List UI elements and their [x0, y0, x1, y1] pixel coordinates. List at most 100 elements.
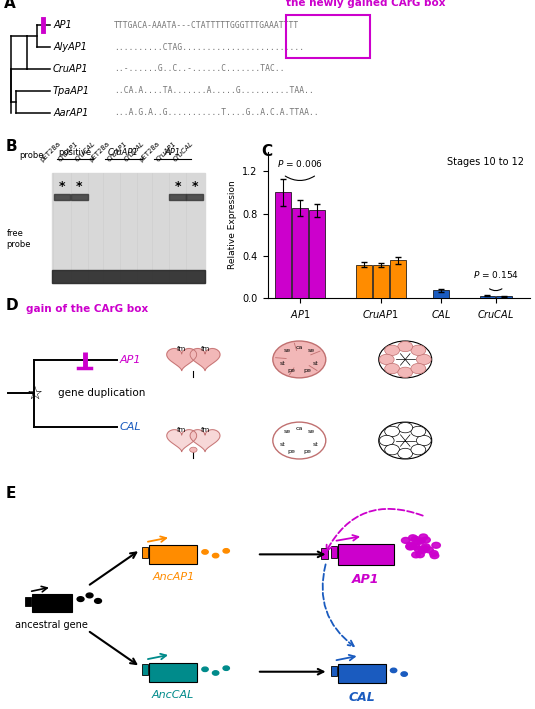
- Circle shape: [379, 341, 432, 378]
- Text: pe: pe: [287, 368, 295, 373]
- Text: CruAP1: CruAP1: [108, 148, 139, 157]
- Text: pe: pe: [287, 449, 295, 454]
- Text: gain of the CArG box: gain of the CArG box: [26, 303, 149, 313]
- Circle shape: [414, 546, 423, 552]
- Text: B: B: [5, 139, 17, 154]
- Circle shape: [411, 445, 426, 455]
- Text: pET28a: pET28a: [137, 140, 160, 162]
- Circle shape: [421, 546, 430, 552]
- Text: TTTGACA-AAATA---CTATTTTTGGGTTTGAAATTTT: TTTGACA-AAATA---CTATTTTTGGGTTTGAAATTTT: [114, 21, 299, 30]
- Circle shape: [398, 367, 412, 377]
- Circle shape: [430, 551, 438, 557]
- Text: st: st: [280, 442, 286, 447]
- Text: CruAP1: CruAP1: [155, 140, 178, 162]
- Text: E: E: [5, 486, 16, 501]
- Bar: [331, 546, 337, 558]
- Text: CruAP1: CruAP1: [53, 64, 89, 74]
- Text: se: se: [284, 348, 291, 353]
- Text: pe: pe: [303, 368, 311, 373]
- Text: gene duplication: gene duplication: [58, 389, 146, 398]
- Text: fm: fm: [201, 346, 210, 352]
- Text: ..CA.A....TA.......A.....G..........TAA..: ..CA.A....TA.......A.....G..........TAA.…: [114, 86, 314, 95]
- Text: AP1: AP1: [165, 148, 181, 157]
- Text: CruAP1: CruAP1: [57, 140, 79, 162]
- Text: Stages 10 to 12: Stages 10 to 12: [447, 157, 524, 167]
- Circle shape: [401, 537, 410, 543]
- Text: free
probe: free probe: [6, 229, 31, 249]
- Text: fm: fm: [177, 428, 186, 433]
- Text: pET28a: pET28a: [39, 140, 62, 162]
- Circle shape: [411, 345, 426, 355]
- Text: ca: ca: [296, 426, 303, 431]
- Circle shape: [95, 598, 102, 603]
- Text: fm: fm: [201, 428, 210, 433]
- Circle shape: [416, 552, 424, 558]
- Text: positive: positive: [58, 148, 91, 157]
- Circle shape: [418, 547, 427, 554]
- Circle shape: [190, 447, 197, 452]
- Circle shape: [223, 549, 230, 553]
- Bar: [338, 664, 386, 683]
- Circle shape: [422, 537, 430, 543]
- Circle shape: [406, 543, 414, 549]
- Circle shape: [407, 542, 415, 548]
- Text: fm: fm: [177, 346, 186, 352]
- Circle shape: [417, 538, 425, 544]
- Text: CruCAL: CruCAL: [172, 140, 195, 162]
- Bar: [71, 194, 88, 201]
- Text: st: st: [313, 442, 319, 447]
- Bar: [373, 265, 388, 298]
- Circle shape: [385, 364, 400, 374]
- Polygon shape: [167, 349, 197, 371]
- Text: AP1: AP1: [352, 574, 379, 586]
- Polygon shape: [190, 349, 220, 371]
- Text: A: A: [4, 0, 16, 11]
- Text: ..-......G..C..-......C.......TAC..: ..-......G..C..-......C.......TAC..: [114, 65, 285, 74]
- Circle shape: [202, 667, 208, 671]
- Text: AP1: AP1: [119, 355, 141, 365]
- Text: CruAP1: CruAP1: [106, 140, 128, 162]
- Circle shape: [385, 426, 400, 437]
- Circle shape: [422, 544, 430, 549]
- Text: $P$ = 0.006: $P$ = 0.006: [277, 158, 323, 169]
- Text: pe: pe: [303, 449, 311, 454]
- Circle shape: [385, 445, 400, 455]
- Text: C: C: [261, 144, 272, 159]
- Text: *: *: [192, 180, 198, 193]
- Text: se: se: [284, 430, 291, 435]
- Text: CAL: CAL: [348, 691, 375, 704]
- Text: TpaAP1: TpaAP1: [53, 86, 90, 96]
- Text: *: *: [76, 180, 82, 193]
- Polygon shape: [190, 430, 220, 452]
- Circle shape: [273, 422, 326, 459]
- Text: AarAP1: AarAP1: [53, 108, 88, 118]
- Circle shape: [411, 364, 426, 374]
- Circle shape: [414, 539, 422, 545]
- Circle shape: [408, 543, 416, 549]
- Bar: [479, 296, 495, 298]
- Circle shape: [432, 542, 440, 548]
- Polygon shape: [167, 430, 197, 452]
- Circle shape: [223, 666, 230, 671]
- Bar: [52, 270, 205, 283]
- Circle shape: [212, 671, 219, 675]
- Circle shape: [430, 553, 439, 559]
- Bar: [292, 208, 308, 298]
- Bar: [142, 664, 148, 675]
- Bar: [286, 15, 370, 57]
- Circle shape: [425, 547, 433, 553]
- Bar: [356, 264, 372, 298]
- Circle shape: [398, 341, 412, 352]
- Circle shape: [202, 549, 208, 554]
- Circle shape: [411, 426, 426, 437]
- Circle shape: [86, 593, 93, 598]
- Text: *: *: [59, 180, 65, 193]
- Circle shape: [411, 544, 420, 549]
- Bar: [390, 260, 406, 298]
- Circle shape: [398, 423, 412, 432]
- Circle shape: [77, 597, 84, 601]
- Circle shape: [406, 544, 415, 550]
- Bar: [496, 296, 512, 298]
- Bar: [52, 173, 205, 283]
- Text: CruCAL: CruCAL: [123, 140, 146, 162]
